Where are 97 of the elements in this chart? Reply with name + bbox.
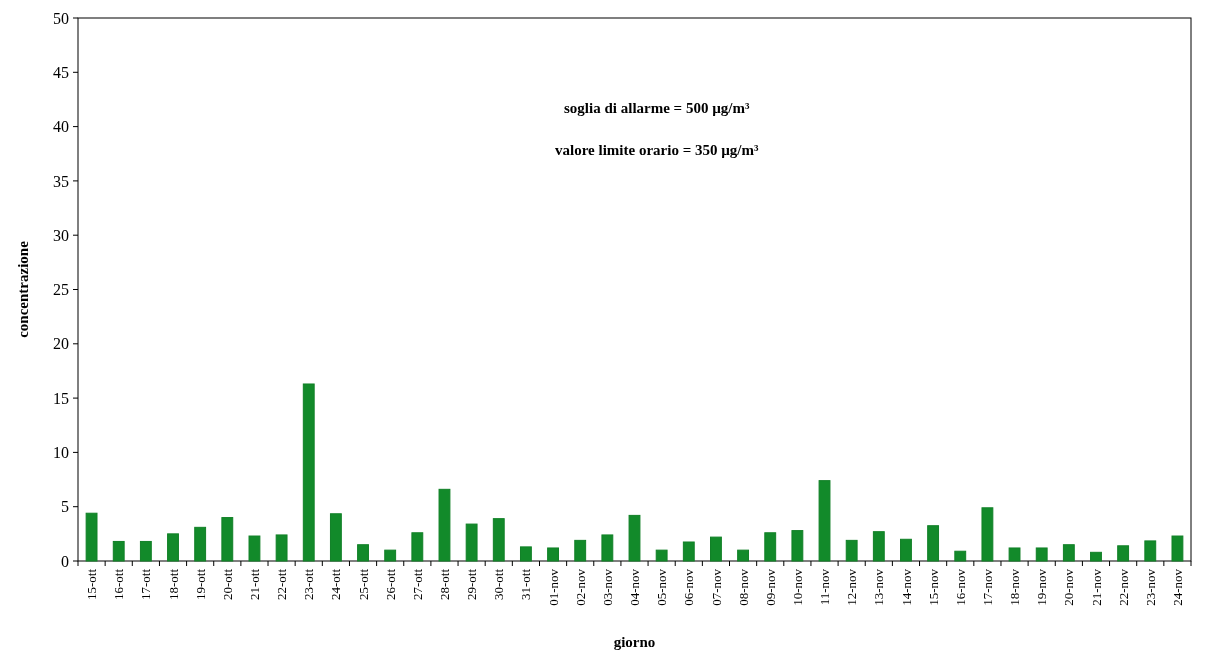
bar — [818, 480, 831, 562]
x-tick-label: 15-ott — [84, 568, 100, 601]
bar — [791, 530, 804, 562]
y-tick-label: 45 — [53, 63, 69, 81]
x-tick-label: 20-ott — [219, 568, 235, 601]
y-tick-label: 25 — [53, 281, 69, 299]
x-tick-label: 24-nov — [1169, 568, 1185, 606]
y-tick-label: 50 — [53, 9, 69, 27]
bar — [248, 535, 261, 562]
x-tick-label: 13-nov — [871, 568, 887, 606]
bar — [574, 539, 587, 562]
bar — [628, 514, 641, 562]
bar — [357, 544, 369, 562]
x-tick-label: 16-ott — [111, 568, 127, 601]
bar — [710, 536, 722, 562]
bar — [221, 517, 234, 562]
bar — [927, 525, 940, 562]
bar — [1008, 547, 1021, 562]
x-tick-label: 25-ott — [355, 568, 371, 601]
bar — [167, 533, 179, 562]
bar — [139, 540, 152, 562]
y-tick-label: 40 — [53, 118, 69, 136]
bar — [384, 549, 397, 562]
y-tick-label: 5 — [61, 498, 69, 516]
x-tick-label: 23-nov — [1142, 568, 1158, 606]
x-tick-label: 02-nov — [572, 568, 588, 606]
x-tick-label: 10-nov — [789, 568, 805, 606]
x-tick-label: 19-ott — [192, 568, 208, 601]
bar — [85, 512, 98, 562]
bar — [194, 526, 207, 562]
y-axis-title: concentrazione — [15, 240, 31, 338]
x-axis-title: giorno — [613, 634, 656, 650]
x-tick-label: 18-nov — [1007, 568, 1023, 606]
bar — [465, 523, 478, 562]
bar — [411, 532, 424, 562]
y-tick-label: 15 — [53, 389, 69, 407]
x-tick-label: 20-nov — [1061, 568, 1077, 606]
bar — [112, 540, 125, 562]
bar — [682, 541, 695, 562]
bar — [438, 488, 451, 562]
x-tick-label: 22-nov — [1115, 568, 1131, 606]
bar — [981, 507, 994, 562]
x-tick-label: 14-nov — [898, 568, 914, 606]
y-tick-label: 10 — [53, 444, 69, 461]
bar — [1117, 545, 1130, 562]
x-tick-label: 12-nov — [844, 568, 860, 606]
x-tick-label: 19-nov — [1034, 568, 1050, 606]
x-tick-label: 30-ott — [491, 568, 507, 601]
x-tick-label: 06-nov — [681, 568, 697, 606]
x-tick-label: 03-nov — [599, 568, 615, 606]
x-tick-label: 28-ott — [437, 568, 453, 601]
x-tick-label: 29-ott — [464, 568, 480, 601]
x-tick-label: 26-ott — [382, 568, 398, 601]
x-tick-label: 27-ott — [409, 568, 425, 601]
bar — [547, 547, 559, 562]
x-tick-label: 22-ott — [274, 568, 290, 601]
x-tick-label: 23-ott — [301, 568, 317, 601]
bar — [1062, 544, 1075, 562]
bar — [329, 513, 342, 562]
bar — [519, 546, 532, 562]
bar — [900, 538, 912, 562]
x-tick-label: 17-ott — [138, 568, 154, 601]
x-tick-label: 01-nov — [545, 568, 561, 606]
annotation: valore limite orario = 350 µg/m³ — [555, 142, 759, 158]
x-tick-label: 17-nov — [979, 568, 995, 606]
bar — [655, 549, 668, 562]
bar — [601, 534, 614, 562]
x-tick-label: 08-nov — [735, 568, 751, 606]
x-tick-label: 11-nov — [817, 568, 833, 606]
bar — [845, 539, 858, 562]
y-tick-label: 20 — [53, 335, 69, 353]
x-tick-label: 18-ott — [165, 568, 181, 601]
annotation: soglia di allarme = 500 µg/m³ — [564, 100, 750, 116]
bar — [1090, 551, 1102, 562]
bar — [1144, 540, 1157, 562]
x-tick-label: 09-nov — [762, 568, 778, 606]
bar — [302, 383, 315, 562]
x-tick-label: 07-nov — [708, 568, 724, 606]
x-tick-label: 04-nov — [627, 568, 643, 606]
y-tick-label: 35 — [53, 172, 69, 190]
x-tick-label: 16-nov — [952, 568, 968, 606]
bar — [275, 534, 288, 562]
bar — [954, 550, 967, 562]
bar — [764, 532, 777, 562]
bar — [872, 531, 885, 562]
y-tick-label: 30 — [53, 226, 69, 244]
x-tick-label: 15-nov — [925, 568, 941, 606]
bar — [737, 549, 750, 562]
bar — [1035, 547, 1048, 562]
x-tick-label: 24-ott — [328, 568, 344, 601]
y-tick-label: 0 — [61, 552, 69, 570]
x-tick-label: 21-nov — [1088, 568, 1104, 606]
bar — [1171, 535, 1184, 562]
x-tick-label: 21-ott — [247, 568, 262, 601]
x-tick-label: 05-nov — [654, 568, 670, 606]
x-tick-label: 31-ott — [518, 568, 534, 601]
bar — [492, 518, 505, 562]
